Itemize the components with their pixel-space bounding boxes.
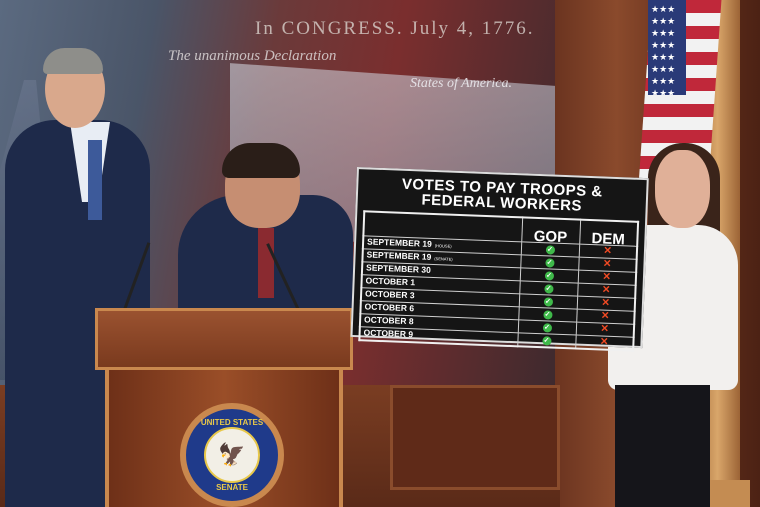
vote-date-text: OCTOBER 3 xyxy=(364,287,415,300)
seal-top-text: UNITED STATES xyxy=(200,418,264,427)
speaker-hair xyxy=(222,143,300,178)
eagle-icon: 🦅 xyxy=(204,427,260,483)
x-mark-icon: ✕ xyxy=(600,323,610,335)
dem-column-header: DEM xyxy=(579,219,639,248)
speaker-tie xyxy=(258,228,274,298)
checkmark-icon: ✓ xyxy=(543,297,553,307)
gop-column-header: GOP xyxy=(521,217,581,246)
vote-note: (HOUSE) xyxy=(434,242,452,249)
vote-date-text: SEPTEMBER 19 xyxy=(366,235,433,249)
backdrop-subheading: The unanimous Declaration xyxy=(168,48,337,64)
seal-bottom-text: SENATE xyxy=(216,483,248,492)
board-title: VOTES TO PAY TROOPS & FEDERAL WORKERS xyxy=(401,175,603,215)
gop-cell: ✓ xyxy=(517,332,576,349)
flag-stars-icon: ★★★★★★★★★★★★★★★★★★★★★★★★★★★★★★ xyxy=(648,0,686,95)
dem-cell: ✕ xyxy=(575,334,634,351)
vote-date-text: OCTOBER 1 xyxy=(365,274,416,287)
podium: UNITED STATES 🦅 SENATE xyxy=(95,308,353,507)
checkmark-icon: ✓ xyxy=(541,336,552,346)
person-right-pants xyxy=(615,385,710,507)
senate-seal: UNITED STATES 🦅 SENATE xyxy=(180,403,284,507)
x-mark-icon: ✕ xyxy=(602,258,612,270)
vote-date-text: SEPTEMBER 30 xyxy=(365,261,432,275)
checkmark-icon: ✓ xyxy=(544,258,555,268)
vote-date-text: OCTOBER 9 xyxy=(363,326,414,339)
wood-panel xyxy=(390,385,560,490)
checkmark-icon: ✓ xyxy=(542,323,552,333)
person-right-head xyxy=(655,150,710,228)
x-mark-icon: ✕ xyxy=(599,336,609,348)
checkmark-icon: ✓ xyxy=(543,284,554,294)
backdrop-subheading-end: States of America. xyxy=(410,76,513,91)
x-mark-icon: ✕ xyxy=(601,297,611,309)
vote-date-text: OCTOBER 6 xyxy=(364,300,415,313)
checkmark-icon: ✓ xyxy=(544,271,554,281)
vote-date-text: SEPTEMBER 19 xyxy=(366,248,432,262)
podium-top xyxy=(95,308,353,370)
x-mark-icon: ✕ xyxy=(600,310,610,322)
x-mark-icon: ✕ xyxy=(601,284,611,296)
x-mark-icon: ✕ xyxy=(603,245,613,257)
backdrop-heading: In CONGRESS. July 4, 1776. xyxy=(255,18,535,39)
vote-date-text: OCTOBER 8 xyxy=(363,313,414,326)
checkmark-icon: ✓ xyxy=(545,245,555,255)
checkmark-icon: ✓ xyxy=(542,310,553,320)
person-left-tie xyxy=(88,140,102,220)
votes-table: GOP DEM SEPTEMBER 19 (HOUSE) ✓ ✕ SEPTEMBER… xyxy=(358,210,640,352)
person-left-hair xyxy=(43,48,103,74)
votes-poster-board: VOTES TO PAY TROOPS & FEDERAL WORKERS GO… xyxy=(350,167,649,352)
x-mark-icon: ✕ xyxy=(602,271,612,283)
vote-note: (SENATE) xyxy=(434,255,453,262)
